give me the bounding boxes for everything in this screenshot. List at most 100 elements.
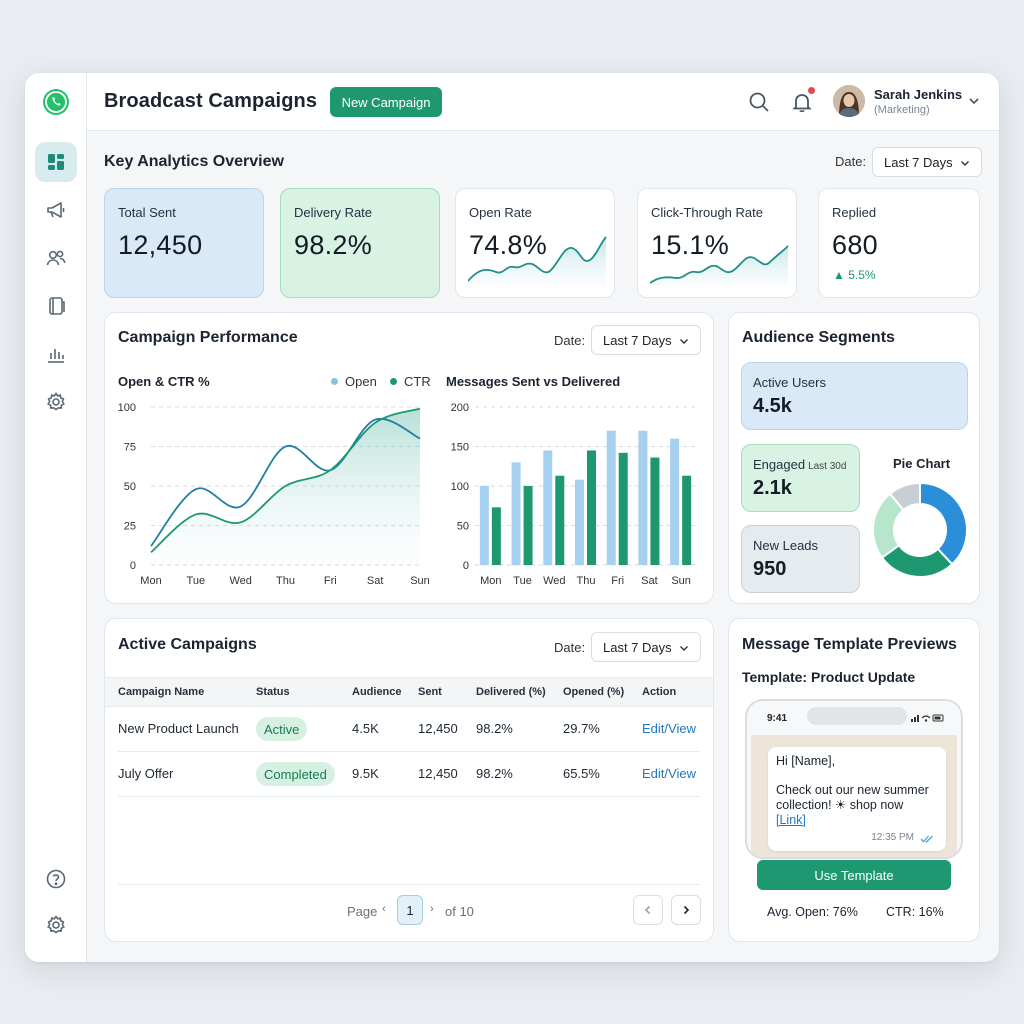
- kpi-label: Delivery Rate: [294, 205, 373, 220]
- table-row[interactable]: July Offer Completed 9.5K 12,450 98.2% 6…: [118, 752, 700, 797]
- sidebar-item-dashboard[interactable]: [35, 142, 77, 182]
- segment-active-users[interactable]: Active Users 4.5k: [741, 362, 968, 430]
- phone-notch: [807, 707, 907, 725]
- y-tick-label: 0: [130, 560, 136, 572]
- dashboard-icon: [48, 154, 64, 170]
- segment-engaged[interactable]: Engaged Last 30d 2.1k: [741, 444, 860, 512]
- pager-next-chevron-icon[interactable]: ›: [430, 903, 434, 915]
- new-campaign-button[interactable]: New Campaign: [330, 87, 442, 117]
- sidebar-bottom-settings[interactable]: [35, 905, 77, 945]
- kpi-value: 98.2%: [294, 230, 373, 260]
- users-icon: [46, 250, 66, 266]
- edit-view-link[interactable]: Edit/View: [642, 721, 696, 736]
- kpi-label: Click-Through Rate: [651, 205, 763, 220]
- column-header[interactable]: Status: [256, 686, 290, 698]
- campaign-name: July Offer: [118, 766, 174, 781]
- segment-label: New Leads: [753, 538, 819, 553]
- x-tick-label: Tue: [513, 575, 532, 587]
- message-body: Check out our new summer collection! ☀ s…: [776, 783, 929, 812]
- y-tick-label: 25: [124, 521, 136, 533]
- pager-current-page[interactable]: 1: [397, 895, 423, 925]
- overview-date-value: Last 7 Days: [884, 154, 953, 170]
- overview-title: Key Analytics Overview: [104, 153, 284, 170]
- kpi-delta: ▲ 5.5%: [833, 268, 876, 282]
- sidebar: [25, 73, 87, 962]
- bar-delivered: [650, 457, 660, 565]
- column-header[interactable]: Audience: [352, 686, 402, 698]
- app-window: Broadcast Campaigns New Campaign Sarah J…: [25, 73, 999, 962]
- prev-page-button[interactable]: [633, 895, 663, 925]
- legend-ctr-label: CTR: [404, 374, 431, 389]
- status-badge: Active: [256, 717, 308, 741]
- whatsapp-logo-icon[interactable]: [41, 87, 71, 117]
- segment-new-leads[interactable]: New Leads 950: [741, 525, 860, 593]
- pager-prev-chevron-icon[interactable]: ‹: [382, 903, 386, 915]
- campaigns-date-label: Date:: [554, 640, 586, 655]
- x-tick-label: Wed: [543, 575, 565, 587]
- chevron-left-icon: [644, 905, 651, 915]
- y-tick-label: 150: [451, 442, 469, 454]
- campaign-performance-card: Campaign Performance Date: Last 7 Days O…: [104, 312, 714, 604]
- page-title: Broadcast Campaigns: [104, 90, 318, 112]
- kpi-open-rate[interactable]: Open Rate 74.8%: [455, 188, 615, 298]
- sidebar-item-settings[interactable]: [35, 382, 77, 422]
- user-role: (Marketing): [874, 104, 930, 116]
- kpi-replied[interactable]: Replied 680 ▲ 5.5%: [818, 188, 980, 298]
- x-tick-label: Sun: [410, 575, 430, 587]
- y-tick-label: 0: [463, 560, 469, 572]
- sidebar-item-broadcast[interactable]: [35, 190, 77, 230]
- chevron-down-icon[interactable]: [967, 94, 981, 108]
- table-header: Campaign Name Status Audience Sent Deliv…: [105, 677, 713, 707]
- segment-value: 950: [753, 558, 787, 580]
- sidebar-item-contacts[interactable]: [35, 238, 77, 278]
- double-check-icon: [920, 835, 933, 843]
- kpi-label: Replied: [832, 205, 877, 220]
- use-template-button[interactable]: Use Template: [757, 860, 951, 890]
- bar-chart-title: Messages Sent vs Delivered: [446, 374, 621, 389]
- table-divider: [118, 884, 700, 885]
- campaigns-date-select[interactable]: Last 7 Days: [591, 632, 701, 662]
- sidebar-item-analytics[interactable]: [35, 334, 77, 374]
- table-row[interactable]: New Product Launch Active 4.5K 12,450 98…: [118, 707, 700, 752]
- legend-open-label: Open: [345, 374, 377, 389]
- column-header[interactable]: Opened (%): [563, 686, 625, 698]
- message-time: 12:35 PM: [871, 832, 914, 843]
- bell-icon[interactable]: [790, 90, 814, 114]
- kpi-ctr[interactable]: Click-Through Rate 15.1%: [637, 188, 797, 298]
- next-page-button[interactable]: [671, 895, 701, 925]
- y-tick-label: 50: [457, 521, 469, 533]
- bar-sent: [606, 430, 616, 565]
- message-greeting: Hi [Name],: [776, 754, 836, 768]
- column-header[interactable]: Delivered (%): [476, 686, 546, 698]
- column-header[interactable]: Action: [642, 686, 677, 698]
- overview-date-select[interactable]: Last 7 Days: [872, 147, 982, 177]
- chevron-down-icon: [961, 161, 969, 166]
- kpi-label: Total Sent: [118, 205, 176, 220]
- top-bar: Broadcast Campaigns New Campaign Sarah J…: [87, 73, 999, 131]
- avatar[interactable]: [833, 85, 865, 117]
- template-previews-title: Message Template Previews: [742, 636, 957, 653]
- user-name: Sarah Jenkins: [874, 87, 963, 102]
- bar-sent: [575, 479, 584, 565]
- bar-delivered: [491, 507, 501, 565]
- campaign-name: New Product Launch: [118, 721, 239, 736]
- performance-date-select[interactable]: Last 7 Days: [591, 325, 701, 355]
- sidebar-item-templates[interactable]: [35, 286, 77, 326]
- campaign-performance-title: Campaign Performance: [118, 329, 298, 346]
- edit-view-link[interactable]: Edit/View: [642, 766, 696, 781]
- segment-value: 4.5k: [753, 395, 792, 417]
- search-icon[interactable]: [747, 90, 771, 114]
- kpi-delivery-rate[interactable]: Delivery Rate 98.2%: [280, 188, 440, 298]
- audience-donut-chart: [872, 481, 968, 578]
- audience-segments-card: Audience Segments Active Users 4.5k Enga…: [728, 312, 980, 604]
- x-tick-label: Fri: [611, 575, 624, 587]
- column-header[interactable]: Campaign Name: [118, 686, 205, 698]
- kpi-label: Open Rate: [469, 205, 532, 220]
- sidebar-help[interactable]: [35, 859, 77, 899]
- chevron-down-icon: [680, 339, 688, 344]
- kpi-total-sent[interactable]: Total Sent 12,450: [104, 188, 264, 298]
- column-header[interactable]: Sent: [418, 686, 442, 698]
- message-link[interactable]: [Link]: [776, 813, 806, 827]
- legend-ctr-swatch: [390, 378, 397, 385]
- bar-sent: [479, 486, 489, 565]
